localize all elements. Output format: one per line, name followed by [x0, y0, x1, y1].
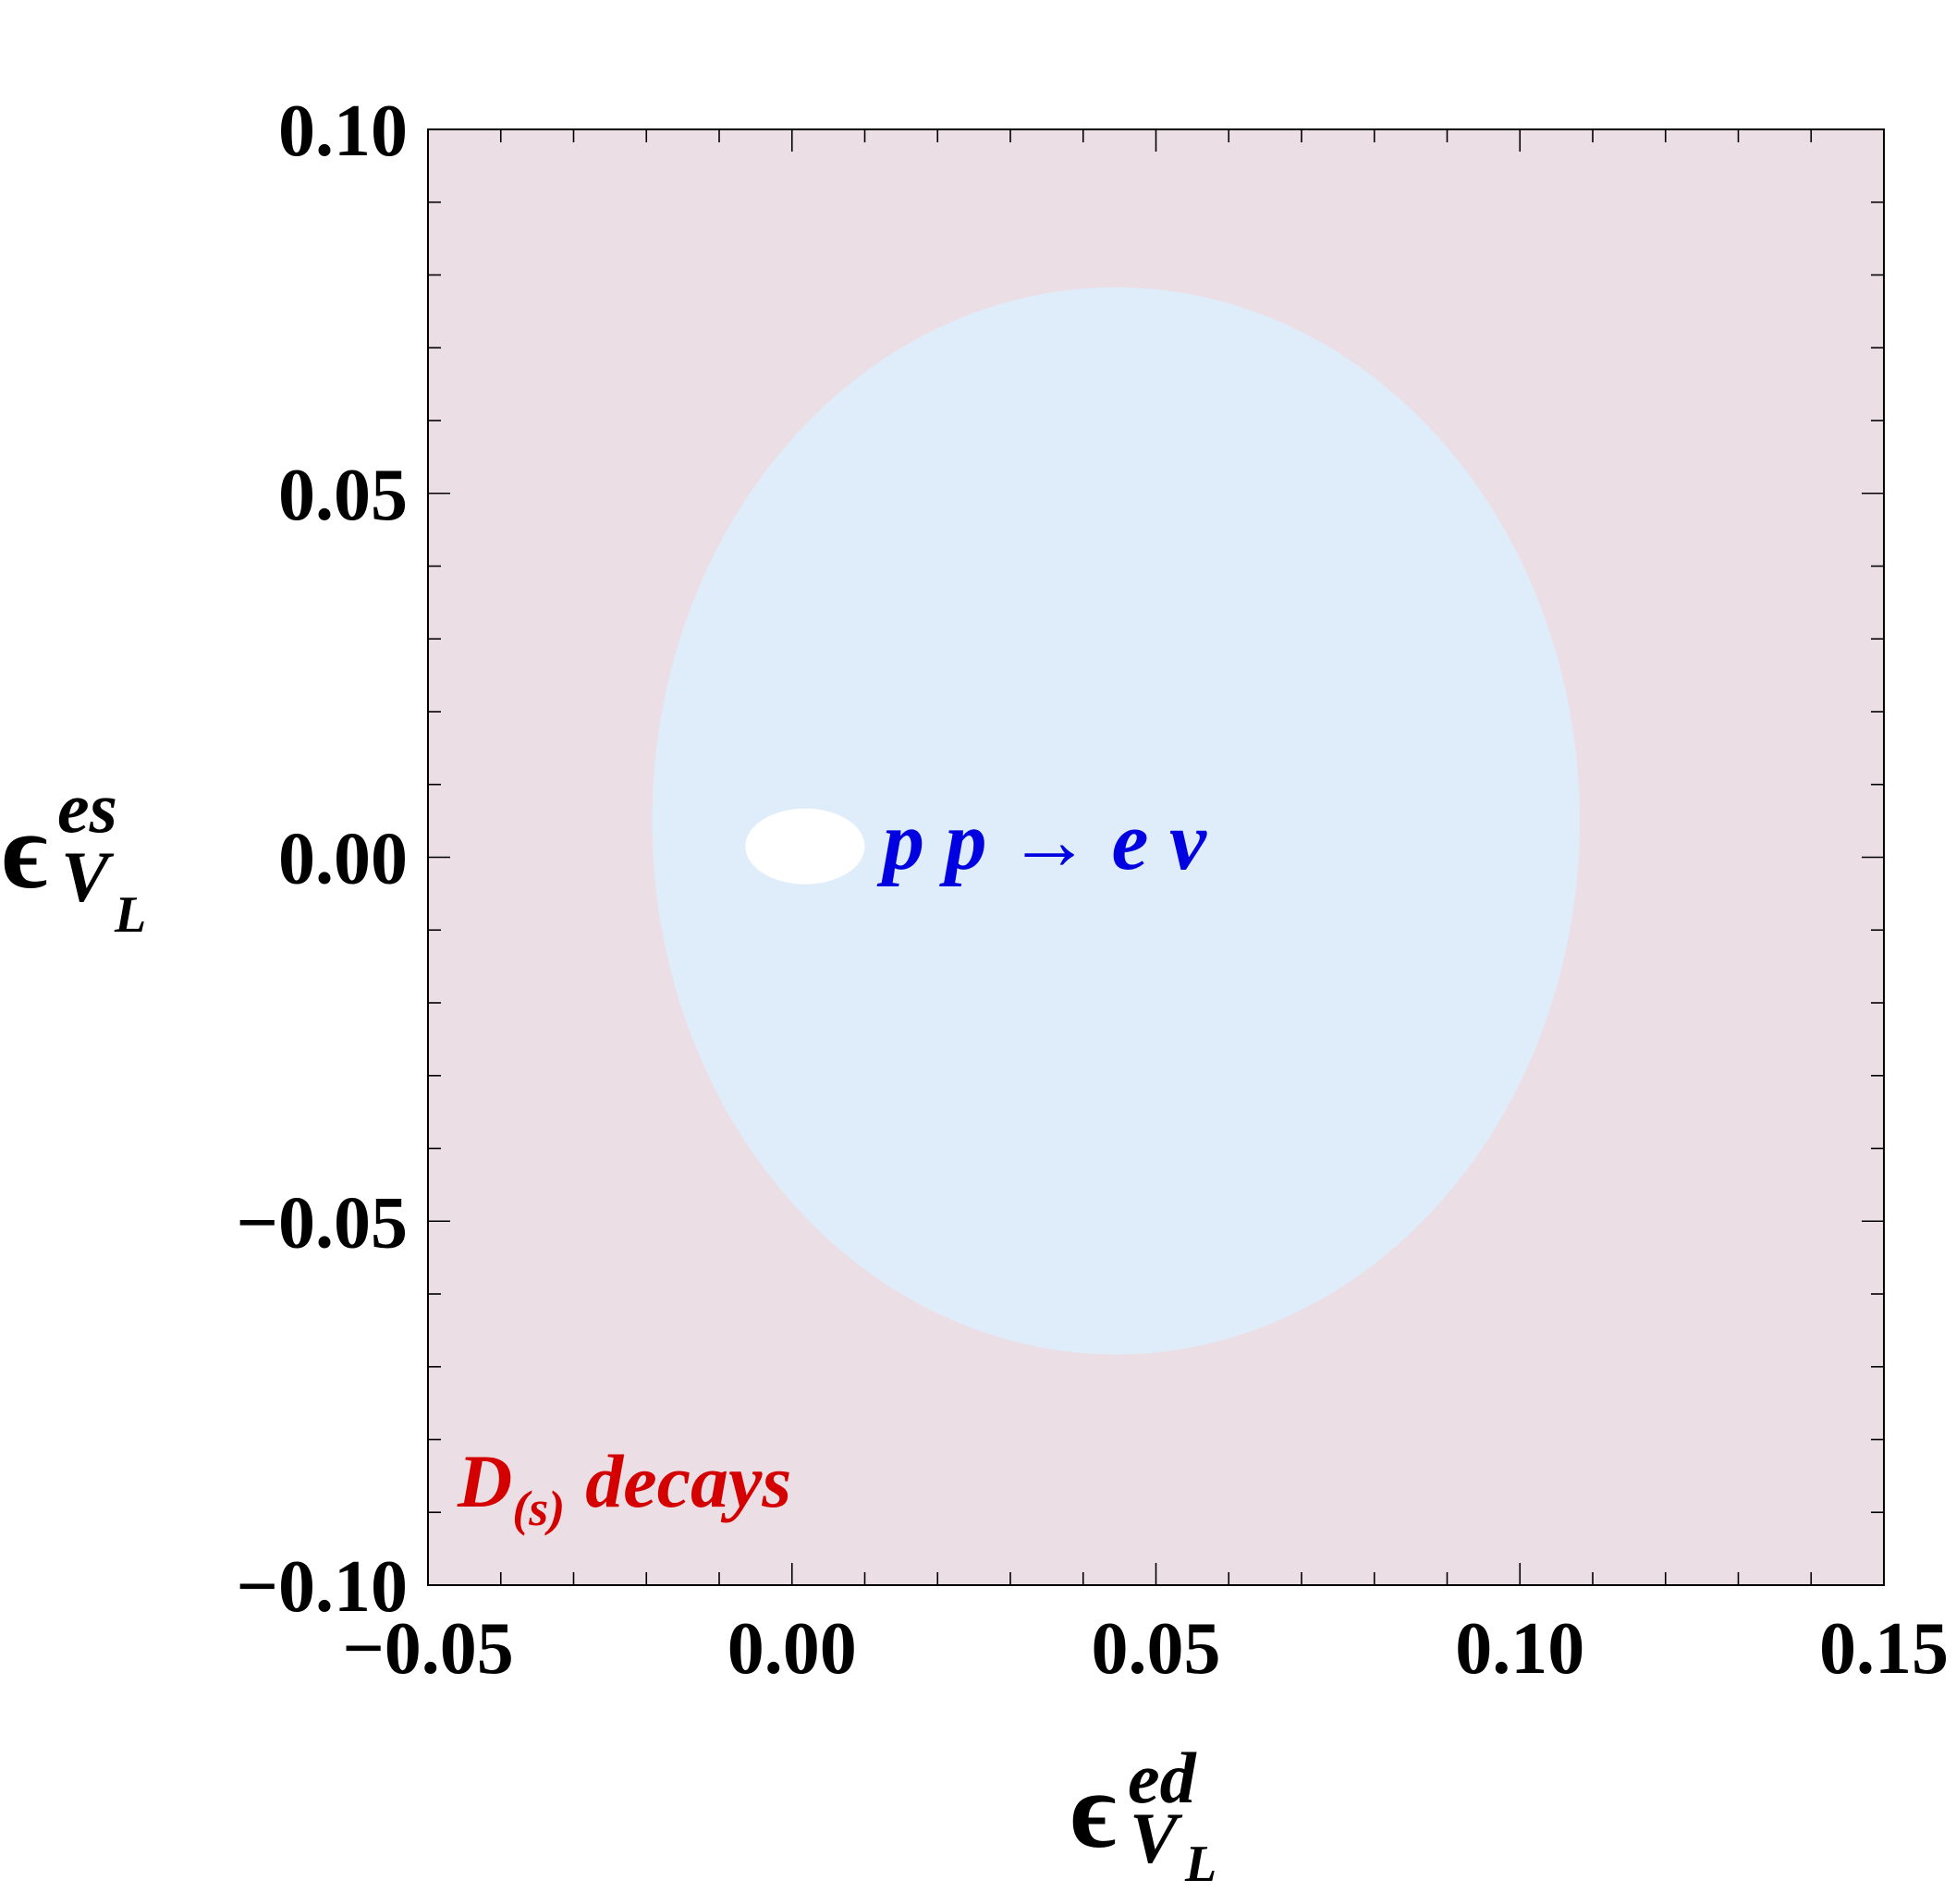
- region-label-pp-to-e-nu: p p → e ν: [876, 796, 1207, 887]
- y-tick-label: 0.05: [278, 455, 408, 536]
- x-axis-title-subsubscript: L: [1184, 1836, 1216, 1893]
- y-tick-label: 0.10: [278, 91, 408, 172]
- region-label-ds-rest: decays: [585, 1439, 791, 1523]
- region-combined-allowed: [745, 808, 865, 885]
- region-label-ds-decays: D(s) decays: [457, 1439, 791, 1536]
- x-tick-label: 0.00: [727, 1608, 857, 1690]
- y-axis-title-symbol: ϵ: [2, 790, 48, 911]
- x-axis-title-superscript: ed: [1128, 1738, 1197, 1818]
- plot-area: [427, 128, 1885, 1586]
- x-tick-label: 0.10: [1455, 1608, 1584, 1690]
- y-tick-label: −0.10: [236, 1546, 408, 1628]
- y-axis-title-subscript: V: [61, 836, 115, 917]
- y-axis-title: ϵ es V L: [2, 767, 146, 944]
- x-tick-label: −0.05: [342, 1608, 514, 1690]
- y-axis-title-subsubscript: L: [114, 886, 146, 944]
- axis-ticks: [427, 128, 1885, 1586]
- x-axis-title-symbol: ϵ: [1070, 1750, 1117, 1871]
- y-axis-title-superscript: es: [57, 767, 117, 848]
- region-pp-to-e-nu: [652, 287, 1580, 1355]
- x-axis-title-subscript: V: [1130, 1798, 1183, 1878]
- y-tick-label: −0.05: [236, 1182, 408, 1263]
- region-label-ds-main: D: [457, 1439, 512, 1523]
- x-tick-label: 0.05: [1092, 1608, 1221, 1690]
- y-tick-label: 0.00: [278, 819, 408, 900]
- axis-tick-labels: −0.05 0.00 0.05 0.10 0.15−0.10−0.050.000.050…: [236, 91, 1949, 1690]
- x-tick-label: 0.15: [1819, 1608, 1949, 1690]
- region-label-ds-sub: (s): [512, 1481, 565, 1536]
- x-axis-title: ϵ ed V L: [1070, 1738, 1216, 1893]
